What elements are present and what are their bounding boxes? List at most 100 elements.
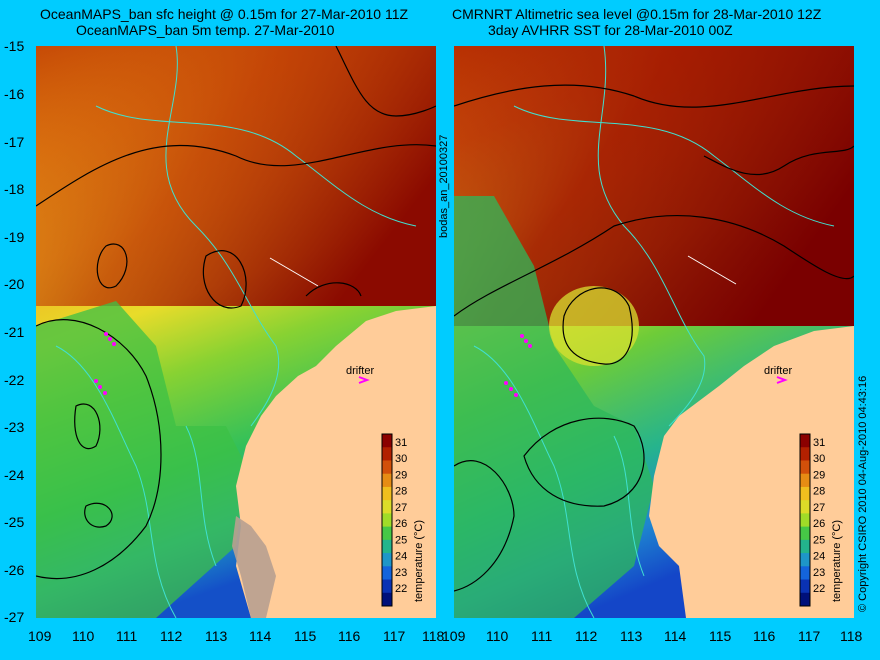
x-tick: 118: [840, 628, 863, 644]
colorbar-segment: [382, 473, 392, 488]
left-drifter-label: drifter: [346, 365, 374, 377]
colorbar-tick-label: 26: [813, 518, 825, 530]
x-tick: 112: [575, 628, 598, 644]
colorbar-segment: [382, 553, 392, 567]
left-title-line1: OceanMAPS_ban sfc height @ 0.15m for 27-…: [40, 6, 409, 22]
colorbar-tick-label: 24: [813, 551, 825, 563]
x-tick: 113: [620, 628, 643, 644]
colorbar-tick-label: 28: [395, 486, 407, 498]
colorbar-segment: [382, 579, 392, 594]
colorbar-tick-label: 30: [813, 453, 825, 465]
x-tick: 113: [205, 628, 228, 644]
y-tick: -20: [4, 276, 25, 292]
right-drifter-marker: [776, 376, 788, 384]
left-transect-line: [269, 257, 319, 287]
yellow-eddy: [549, 286, 639, 366]
colorbar-segment: [382, 486, 392, 501]
y-tick: -24: [4, 467, 25, 483]
sst-warm-zone: [36, 46, 436, 306]
right-title-line2: 3day AVHRR SST for 28-Mar-2010 00Z: [488, 22, 733, 38]
colorbar-segment: [800, 447, 810, 461]
colorbar-segment: [800, 513, 810, 528]
y-tick: -19: [4, 229, 25, 245]
height-contours: [454, 84, 854, 592]
right-title: CMRNRT Altimetric sea level @0.15m for 2…: [452, 6, 821, 38]
y-tick: -25: [4, 514, 25, 530]
colorbar-segment: [800, 500, 810, 514]
x-tick: 110: [486, 628, 509, 644]
y-tick: -17: [4, 134, 25, 150]
colorbar-segment: [800, 460, 810, 475]
left-title-line2: OceanMAPS_ban 5m temp. 27-Mar-2010: [76, 22, 335, 38]
colorbar-segment: [382, 434, 392, 448]
colorbar-segment: [800, 553, 810, 567]
right-transect-line: [687, 255, 737, 285]
colorbar-tick-label: 22: [813, 583, 825, 595]
colorbar-segment: [382, 500, 392, 514]
colorbar-tick-label: 29: [395, 469, 407, 481]
y-tick: -27: [4, 609, 25, 625]
right-map-panel: drifter: [454, 46, 854, 618]
colorbar-segment: [800, 526, 810, 541]
y-tick: -22: [4, 372, 25, 388]
colorbar-tick-label: 27: [813, 502, 825, 514]
y-tick: -21: [4, 324, 25, 340]
y-tick: -26: [4, 562, 25, 578]
colorbar-label: temperature (°C): [413, 520, 425, 602]
colorbar-segment: [800, 486, 810, 501]
left-map-panel: drifter: [36, 46, 436, 618]
drifter-track: [504, 334, 532, 397]
colorbar-segment: [382, 513, 392, 528]
colorbar-segment: [800, 434, 810, 448]
y-tick: -23: [4, 419, 25, 435]
coast-contours: [55, 46, 417, 618]
middle-vertical-label: bodas_an_20100327: [438, 134, 450, 238]
colorbar-tick-label: 28: [813, 486, 825, 498]
x-tick: 111: [531, 628, 553, 644]
x-tick: 114: [664, 628, 687, 644]
left-title: OceanMAPS_ban sfc height @ 0.15m for 27-…: [40, 6, 408, 38]
colorbar-tick-label: 24: [395, 551, 407, 563]
coast-contours: [473, 46, 835, 618]
x-tick: 112: [160, 628, 183, 644]
colorbar-tick-label: 23: [813, 567, 825, 579]
colorbar-segment: [382, 592, 392, 607]
green-west-zone: [454, 196, 654, 618]
colorbar-tick-label: 26: [395, 518, 407, 530]
x-tick: 118: [422, 628, 445, 644]
colorbar-segment: [800, 473, 810, 488]
colorbar-label: temperature (°C): [831, 520, 843, 602]
colorbar-tick-label: 25: [395, 534, 407, 546]
colorbar-tick-label: 29: [813, 469, 825, 481]
x-tick: 111: [116, 628, 138, 644]
colorbar-tick-label: 27: [395, 502, 407, 514]
colorbar-segment: [382, 460, 392, 475]
colorbar-tick-label: 31: [395, 437, 407, 449]
colorbar-segment: [800, 579, 810, 594]
height-contours: [36, 46, 436, 580]
x-tick: 116: [338, 628, 361, 644]
copyright-label: © Copyright CSIRO 2010 04-Aug-2010 04:43…: [857, 375, 869, 612]
y-tick: -18: [4, 181, 25, 197]
colorbar-tick-label: 30: [395, 453, 407, 465]
colorbar-segment: [382, 447, 392, 461]
left-colorbar: 31 30 29 28 27 26 25 24 23 22 temperature (°C): [381, 433, 425, 607]
y-tick: -16: [4, 86, 25, 102]
y-tick: -15: [4, 38, 25, 54]
colorbar-segment: [800, 592, 810, 607]
colorbar-segment: [800, 566, 810, 581]
colorbar-tick-label: 25: [813, 534, 825, 546]
x-tick: 116: [753, 628, 776, 644]
x-tick: 109: [442, 628, 466, 644]
colorbar-frame: [799, 433, 811, 607]
land-grey-fringe: [232, 516, 276, 618]
green-west-zone: [36, 301, 246, 618]
drifter-track: [94, 332, 116, 395]
colorbar-tick-label: 23: [395, 567, 407, 579]
x-tick: 114: [249, 628, 272, 644]
colorbar-frame: [381, 433, 393, 607]
right-title-line1: CMRNRT Altimetric sea level @0.15m for 2…: [452, 6, 822, 22]
left-drifter-marker: [358, 376, 370, 384]
colorbar-segment: [382, 526, 392, 541]
colorbar-tick-label: 22: [395, 583, 407, 595]
